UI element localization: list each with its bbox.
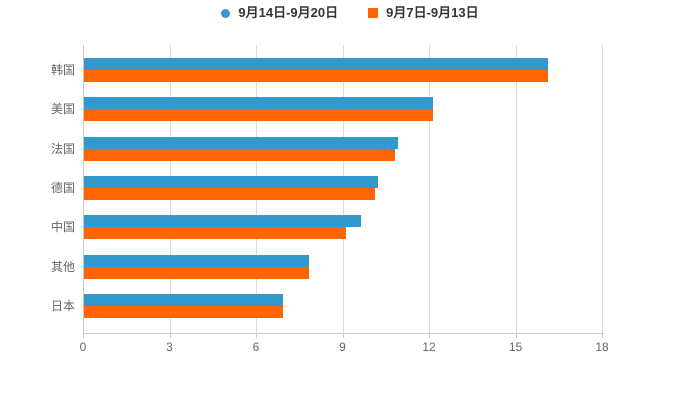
x-tick-label: 6 bbox=[252, 340, 260, 354]
x-axis-tick bbox=[602, 334, 603, 338]
bar-德国-series-1 bbox=[84, 188, 376, 200]
x-tick-label: 15 bbox=[508, 340, 523, 354]
bar-法国-series-0 bbox=[84, 136, 399, 149]
x-tick-label: 3 bbox=[166, 340, 173, 354]
square-legend-marker-icon bbox=[368, 8, 379, 18]
x-tick-label: 0 bbox=[79, 340, 87, 354]
chart-legend: 9月14日-9月20日 9月7日-9月13日 bbox=[0, 6, 700, 20]
bar-美国-series-0 bbox=[84, 97, 433, 110]
legend-label: 9月7日-9月13日 bbox=[386, 5, 479, 20]
gridline bbox=[602, 45, 603, 333]
bar-韩国-series-0 bbox=[84, 57, 549, 70]
x-axis-tick bbox=[256, 334, 257, 338]
category-label: 日本 bbox=[50, 299, 75, 314]
gridline bbox=[515, 45, 517, 333]
category-label: 其他 bbox=[50, 259, 75, 274]
bar-其他-series-0 bbox=[84, 254, 309, 267]
bar-中国-series-0 bbox=[84, 215, 361, 228]
x-axis-tick bbox=[169, 334, 171, 338]
x-tick-label: 9 bbox=[339, 340, 346, 354]
bar-德国-series-0 bbox=[84, 176, 379, 188]
x-tick-label: 18 bbox=[595, 340, 609, 354]
x-axis-tick bbox=[429, 334, 430, 338]
bar-其他-series-1 bbox=[84, 266, 309, 279]
bar-中国-series-1 bbox=[84, 227, 347, 240]
x-axis-tick bbox=[342, 334, 344, 338]
x-axis-tick bbox=[83, 334, 84, 338]
category-label: 美国 bbox=[50, 102, 75, 117]
bar-美国-series-1 bbox=[84, 109, 433, 122]
x-tick-label: 12 bbox=[422, 340, 436, 354]
legend-item-series-1[interactable]: 9月7日-9月13日 bbox=[368, 5, 479, 20]
category-label: 法国 bbox=[50, 141, 75, 156]
gridline bbox=[429, 45, 430, 333]
circle-legend-marker-icon bbox=[221, 8, 231, 18]
category-label: 中国 bbox=[50, 220, 75, 235]
bar-韩国-series-1 bbox=[84, 69, 549, 82]
legend-label: 9月14日-9月20日 bbox=[238, 5, 339, 20]
x-axis-tick bbox=[515, 334, 517, 338]
category-label: 韩国 bbox=[50, 62, 75, 77]
y-axis-line bbox=[83, 45, 84, 333]
category-label: 德国 bbox=[50, 181, 75, 195]
bar-法国-series-1 bbox=[84, 148, 396, 161]
bar-日本-series-0 bbox=[84, 294, 283, 307]
bar-日本-series-1 bbox=[84, 306, 283, 319]
legend-item-series-0[interactable]: 9月14日-9月20日 bbox=[221, 6, 338, 20]
x-axis-line bbox=[83, 333, 604, 334]
